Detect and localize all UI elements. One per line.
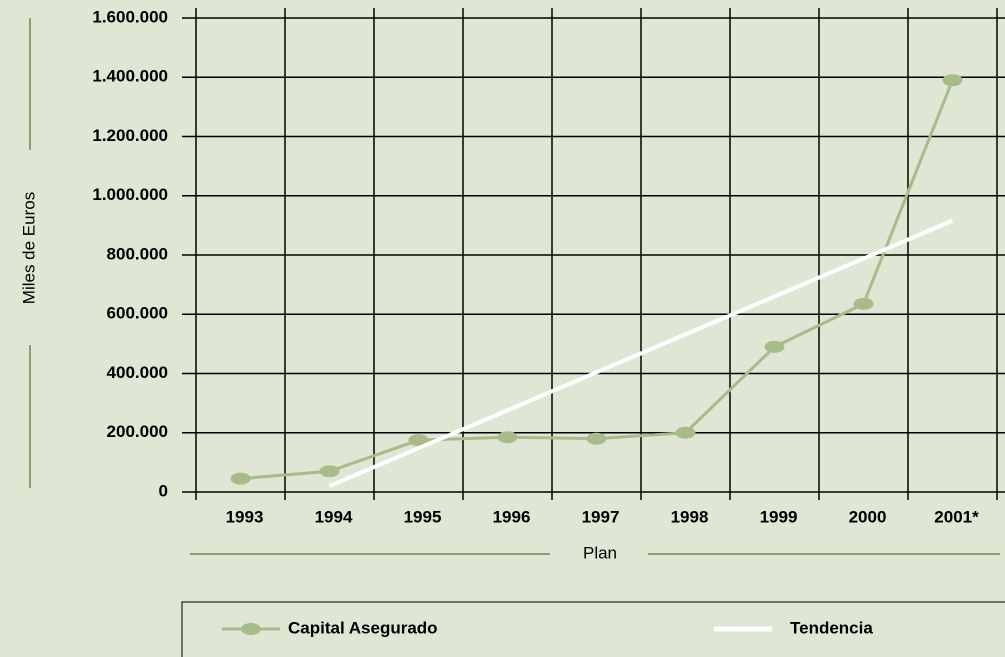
y-axis-label: Miles de Euros (19, 192, 38, 304)
y-tick-label: 400.000 (107, 363, 168, 382)
y-tick-label: 1.200.000 (92, 126, 168, 145)
marker (764, 340, 785, 353)
x-tick-label: 1999 (760, 507, 798, 526)
series-line (240, 79, 954, 481)
x-tick-label: 1996 (493, 507, 531, 526)
x-tick-label: 1998 (671, 507, 709, 526)
marker (853, 297, 874, 310)
marker (408, 434, 429, 447)
series-line (328, 218, 954, 488)
y-tick-label: 1.000.000 (92, 185, 168, 204)
y-tick-label: 200.000 (107, 422, 168, 441)
marker (230, 472, 251, 485)
marker (319, 465, 340, 478)
x-tick-label: 2000 (849, 507, 887, 526)
y-tick-label: 1.600.000 (92, 7, 168, 26)
marker (586, 432, 607, 445)
legend-marker (241, 623, 261, 635)
y-tick-label: 600.000 (107, 304, 168, 323)
y-tick-label: 0 (159, 481, 168, 500)
legend-label: Tendencia (790, 618, 873, 637)
y-tick-label: 800.000 (107, 244, 168, 263)
x-tick-label: 1997 (582, 507, 620, 526)
x-tick-label: 1994 (315, 507, 353, 526)
legend-box (181, 601, 1005, 657)
marker (497, 431, 518, 444)
x-tick-label: 1995 (404, 507, 442, 526)
x-tick-label: 2001* (934, 507, 979, 526)
marker (675, 426, 696, 439)
legend-label: Capital Asegurado (288, 618, 438, 637)
x-axis-label: Plan (583, 543, 617, 562)
x-tick-label: 1993 (226, 507, 264, 526)
marker (942, 74, 963, 87)
y-tick-label: 1.400.000 (92, 67, 168, 86)
